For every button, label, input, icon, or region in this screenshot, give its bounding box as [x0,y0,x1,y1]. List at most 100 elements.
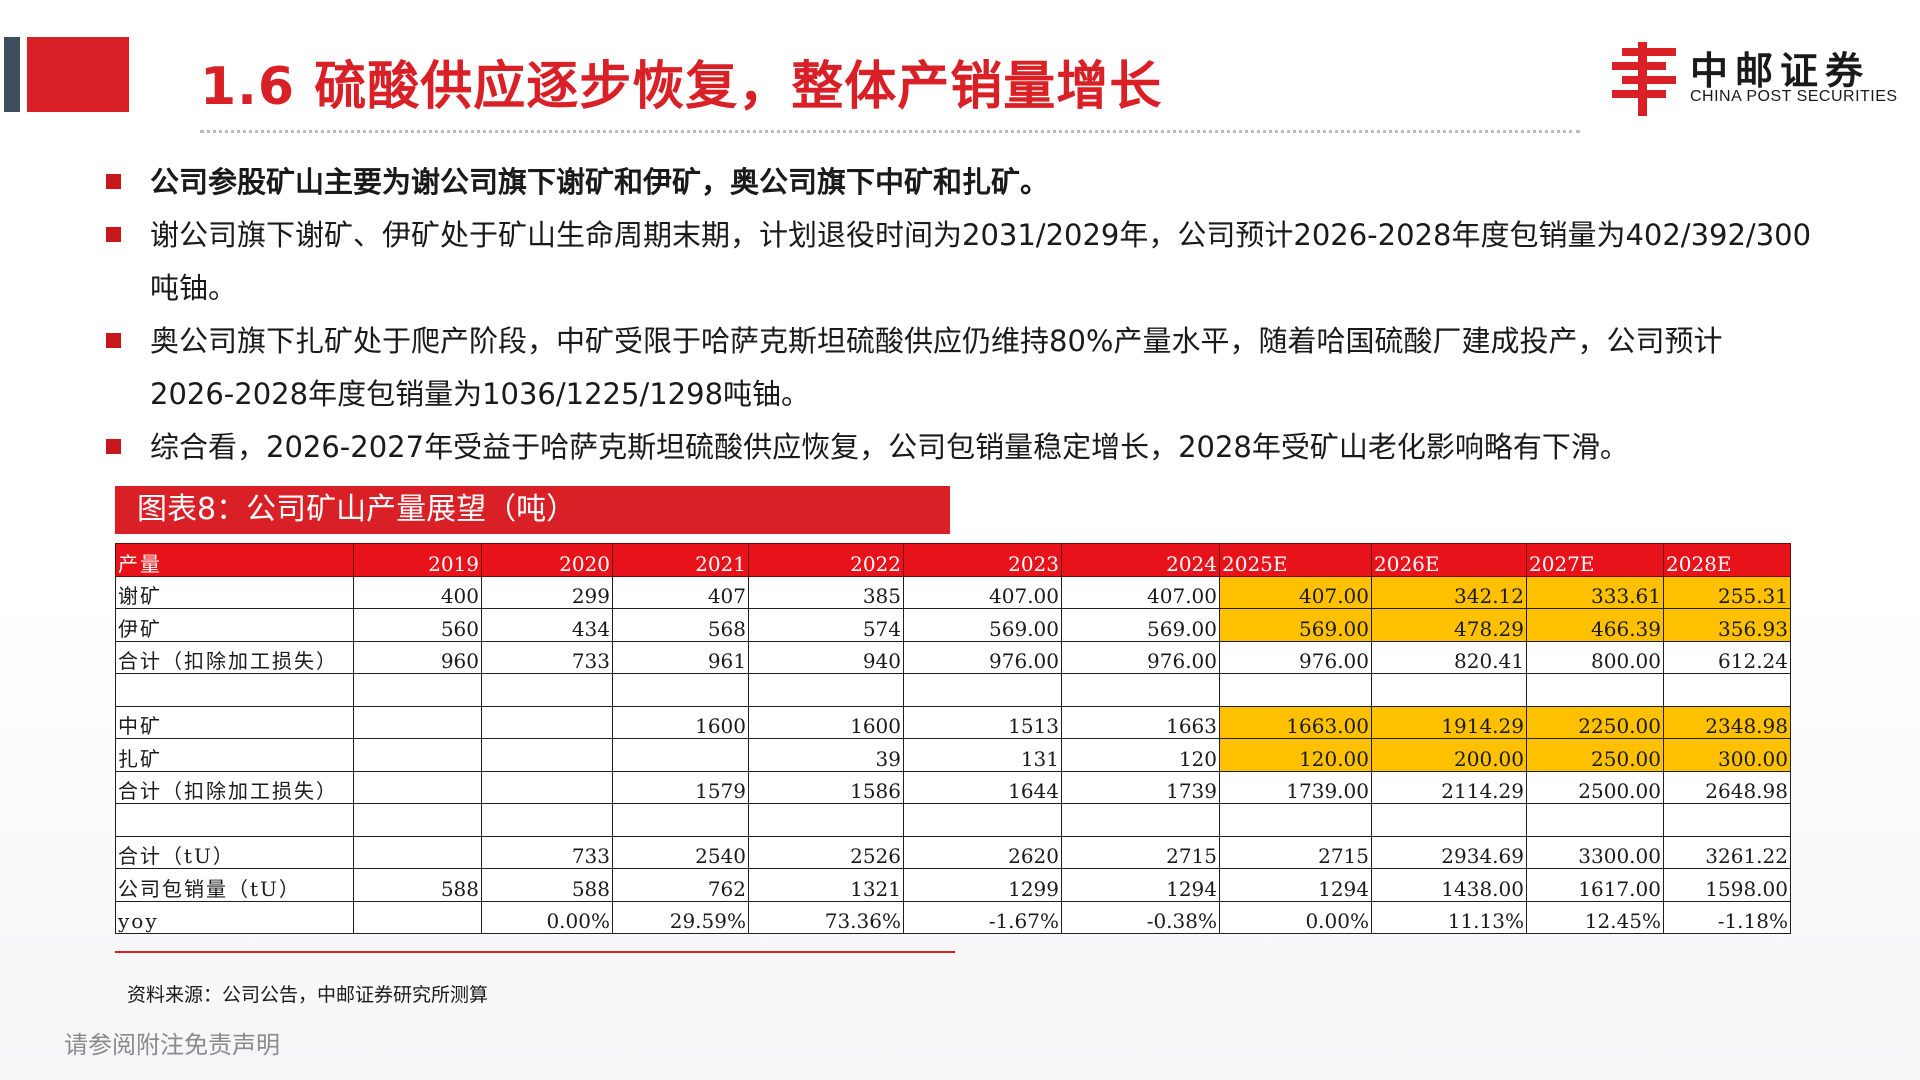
table-header-year: 2020 [481,543,613,577]
table-cell: 800.00 [1526,640,1664,674]
table-cell [748,673,904,707]
table-cell: -0.38% [1061,900,1220,934]
table-cell [353,900,482,934]
table-cell [481,803,613,837]
table-row: 伊矿 560 434 568 574 569.00 569.00 569.00 478.29 46… [115,608,1791,642]
table-header-year: 2026E [1371,543,1527,577]
source-note: 资料来源：公司公告，中邮证券研究所测算 [127,984,489,1006]
table-cell: 574 [748,608,904,642]
table-cell [1061,803,1220,837]
table-cell: 2620 [903,835,1062,869]
table-row-label: 扎矿 [115,738,354,772]
table-cell: 976.00 [1061,640,1220,674]
table-row-label: 伊矿 [115,608,354,642]
table-cell: 2114.29 [1371,770,1527,804]
table-header-year: 2023 [903,543,1062,577]
table-cell [353,770,482,804]
table-cell: 300.00 [1663,738,1791,772]
table-row [115,673,1791,707]
company-logo: 中邮证券 CHINA POST SECURITIES [1604,40,1904,120]
table-cell: -1.67% [903,900,1062,934]
table-cell: 1586 [748,770,904,804]
table-header-year: 2021 [612,543,749,577]
table-cell [612,803,749,837]
table-cell: 385 [748,575,904,609]
table-cell [1061,673,1220,707]
table-cell: 11.13% [1371,900,1527,934]
table-cell: 940 [748,640,904,674]
table-row: 中矿 1600 1600 1513 1663 1663.00 1914.29 2250.00 2… [115,705,1791,739]
table-cell: 1600 [748,705,904,739]
table-cell: 1598.00 [1663,868,1791,902]
table-row: 公司包销量（tU） 588 588 762 1321 1299 1294 1294 1438.0… [115,868,1791,902]
table-header-label: 产量 [115,543,354,577]
table-cell [1371,673,1527,707]
table-cell: 120.00 [1219,738,1372,772]
table-cell: 976.00 [1219,640,1372,674]
table-cell: 0.00% [481,900,613,934]
bullet-text: 综合看，2026-2027年受益于哈萨克斯坦硫酸供应恢复，公司包销量稳定增长，2… [150,430,1629,464]
table-cell: 569.00 [1061,608,1220,642]
bullet-text-line: 2026-2028年度包销量为1036/1225/1298吨铀。 [150,377,811,411]
table-cell: 342.12 [1371,575,1527,609]
table-cell: 356.93 [1663,608,1791,642]
table-cell: 131 [903,738,1062,772]
table-row-label: yoy [115,900,354,934]
table-cell: 1321 [748,868,904,902]
table-row [115,803,1791,837]
table-cell: 120 [1061,738,1220,772]
table-cell [1526,803,1664,837]
table-row-label: 谢矿 [115,575,354,609]
title-decoration-red-block [27,37,129,112]
table-cell [353,803,482,837]
table-cell: 1600 [612,705,749,739]
table-cell: 1644 [903,770,1062,804]
table-cell: 1299 [903,868,1062,902]
table-cell: 200.00 [1371,738,1527,772]
table-cell: -1.18% [1663,900,1791,934]
table-cell [612,673,749,707]
table-cell: 434 [481,608,613,642]
table-cell: 2934.69 [1371,835,1527,869]
table-cell: 569.00 [1219,608,1372,642]
table-cell: 1663.00 [1219,705,1372,739]
table-cell: 733 [481,640,613,674]
table-cell: 333.61 [1526,575,1664,609]
table-cell: 2500.00 [1526,770,1664,804]
table-cell: 407 [612,575,749,609]
table-row: 合计（tU） 733 2540 2526 2620 2715 2715 2934.69 3300… [115,835,1791,869]
table-cell [353,835,482,869]
table-cell: 560 [353,608,482,642]
table-cell: 976.00 [903,640,1062,674]
table-cell: 407.00 [1219,575,1372,609]
bullet-square-icon [106,333,121,348]
table-cell: 733 [481,835,613,869]
table-cell [903,673,1062,707]
china-post-logo-icon [1612,42,1676,116]
table-row-label [115,803,354,837]
table-row-label: 合计（扣除加工损失） [115,640,354,674]
table-row-label: 合计（tU） [115,835,354,869]
table-cell [1663,673,1791,707]
table-row: 合计（扣除加工损失） 1579 1586 1644 1739 1739.00 2114.29… [115,770,1791,804]
table-cell: 407.00 [903,575,1062,609]
table-header-year: 2019 [353,543,482,577]
bullet-item: 综合看，2026-2027年受益于哈萨克斯坦硫酸供应恢复，公司包销量稳定增长，2… [104,421,1864,474]
table-cell: 255.31 [1663,575,1791,609]
table-cell: 2526 [748,835,904,869]
table-row-label [115,673,354,707]
table-row: 谢矿 400 299 407 385 407.00 407.00 407.00 342.12 33… [115,575,1791,609]
table-cell [1219,803,1372,837]
table-cell [748,803,904,837]
table-header-year: 2028E [1663,543,1791,577]
bullet-item: 谢公司旗下谢矿、伊矿处于矿山生命周期末期，计划退役时间为2031/2029年，公… [104,209,1864,315]
mine-output-table: 产量 2019 2020 2021 2022 2023 2024 2025E 2026E 2027… [115,543,1791,934]
bullet-text-line: 吨铀。 [150,271,238,305]
title-divider [200,130,1580,133]
table-header-year: 2027E [1526,543,1664,577]
table-cell [481,738,613,772]
table-bottom-rule [115,951,955,953]
logo-chinese-name: 中邮证券 [1690,49,1871,93]
table-cell: 2540 [612,835,749,869]
table-cell: 1294 [1219,868,1372,902]
